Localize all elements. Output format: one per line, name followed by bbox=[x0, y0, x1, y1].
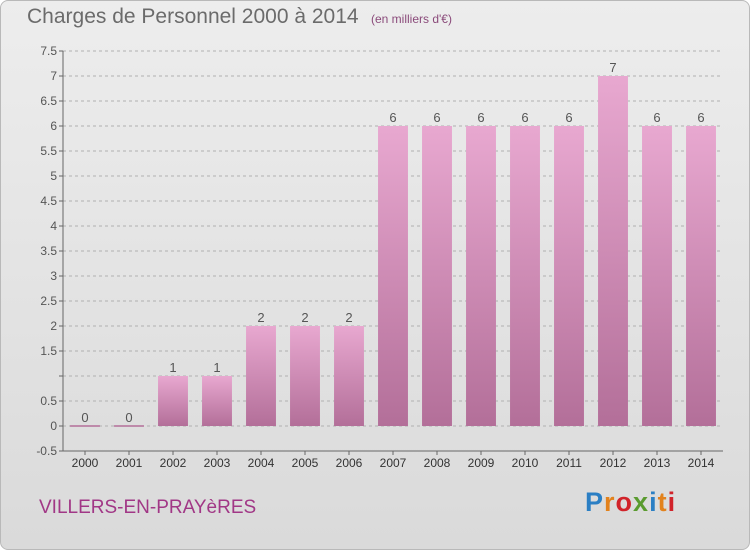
data-label-2001: 0 bbox=[125, 410, 132, 425]
data-label-2006: 2 bbox=[345, 310, 352, 325]
data-label-2012: 7 bbox=[609, 60, 616, 75]
logo-letter: r bbox=[604, 487, 616, 517]
x-tick-label-2001: 2001 bbox=[116, 456, 143, 470]
logo-letter: P bbox=[585, 487, 605, 517]
y-tick-label: 1.5 bbox=[40, 344, 57, 358]
data-label-2007: 6 bbox=[389, 110, 396, 125]
bar-2014 bbox=[686, 126, 716, 426]
bar-2006 bbox=[334, 326, 364, 426]
data-label-2003: 1 bbox=[213, 360, 220, 375]
x-tick-label-2003: 2003 bbox=[204, 456, 231, 470]
x-tick-label-2010: 2010 bbox=[512, 456, 539, 470]
x-tick-label-2009: 2009 bbox=[468, 456, 495, 470]
data-label-2004: 2 bbox=[257, 310, 264, 325]
proxiti-logo: Proxiti bbox=[585, 487, 676, 518]
logo-letter: o bbox=[615, 487, 634, 517]
data-label-2002: 1 bbox=[169, 360, 176, 375]
bar-2005 bbox=[290, 326, 320, 426]
x-tick-label-2012: 2012 bbox=[600, 456, 627, 470]
x-tick-label-2013: 2013 bbox=[644, 456, 671, 470]
bar-2008 bbox=[422, 126, 452, 426]
y-tick-label: 7 bbox=[50, 69, 57, 83]
x-tick-label-2008: 2008 bbox=[424, 456, 451, 470]
y-tick-label: 5.5 bbox=[40, 144, 57, 158]
y-tick-label: 0 bbox=[50, 419, 57, 433]
logo-letter: t bbox=[657, 487, 668, 517]
y-tick-label: 6.5 bbox=[40, 94, 57, 108]
y-tick-label: 2 bbox=[50, 319, 57, 333]
bar-2013 bbox=[642, 126, 672, 426]
bar-2003 bbox=[202, 376, 232, 426]
data-label-2011: 6 bbox=[565, 110, 572, 125]
bar-2009 bbox=[466, 126, 496, 426]
x-tick-label-2006: 2006 bbox=[336, 456, 363, 470]
x-tick-label-2005: 2005 bbox=[292, 456, 319, 470]
bar-2002 bbox=[158, 376, 188, 426]
data-label-2000: 0 bbox=[81, 410, 88, 425]
chart-subtitle: (en milliers d'€) bbox=[371, 12, 452, 26]
y-tick-label: 7.5 bbox=[40, 44, 57, 58]
data-label-2010: 6 bbox=[521, 110, 528, 125]
x-tick-label-2007: 2007 bbox=[380, 456, 407, 470]
bars-layer: 0 0 1 1 2 2 2 6 6 6 6 6 7 6 6 bbox=[70, 60, 716, 427]
bar-2010 bbox=[510, 126, 540, 426]
y-tick-label: 4 bbox=[50, 219, 57, 233]
data-label-2008: 6 bbox=[433, 110, 440, 125]
chart-title: Charges de Personnel 2000 à 2014 bbox=[27, 5, 359, 28]
x-tick-label-2002: 2002 bbox=[160, 456, 187, 470]
y-tick-label: 3 bbox=[50, 269, 57, 283]
axis-layer: -0.5 0 0.5 1.5 2 2.5 3 3.5 4 4.5 5 5.5 6 6.5 7 7.5 2000 2… bbox=[36, 44, 723, 470]
x-tick-label-2014: 2014 bbox=[688, 456, 715, 470]
logo-letter: i bbox=[649, 487, 658, 517]
data-label-2014: 6 bbox=[697, 110, 704, 125]
bar-2012 bbox=[598, 76, 628, 426]
logo-letter: x bbox=[633, 487, 650, 517]
x-tick-label-2000: 2000 bbox=[72, 456, 99, 470]
bar-2011 bbox=[554, 126, 584, 426]
bar-2007 bbox=[378, 126, 408, 426]
bar-2004 bbox=[246, 326, 276, 426]
data-label-2013: 6 bbox=[653, 110, 660, 125]
y-tick-label: 3.5 bbox=[40, 244, 57, 258]
logo-letter: i bbox=[667, 487, 677, 517]
data-label-2009: 6 bbox=[477, 110, 484, 125]
y-tick-label: 0.5 bbox=[40, 394, 57, 408]
commune-name: VILLERS-EN-PRAYèRES bbox=[39, 497, 257, 518]
x-tick-label-2011: 2011 bbox=[556, 456, 582, 470]
y-tick-label: -0.5 bbox=[36, 444, 57, 458]
y-tick-label: 2.5 bbox=[40, 294, 57, 308]
data-label-2005: 2 bbox=[301, 310, 308, 325]
y-tick-label: 5 bbox=[50, 169, 57, 183]
y-tick-label: 6 bbox=[50, 119, 57, 133]
x-tick-label-2004: 2004 bbox=[248, 456, 275, 470]
y-tick-label: 4.5 bbox=[40, 194, 57, 208]
